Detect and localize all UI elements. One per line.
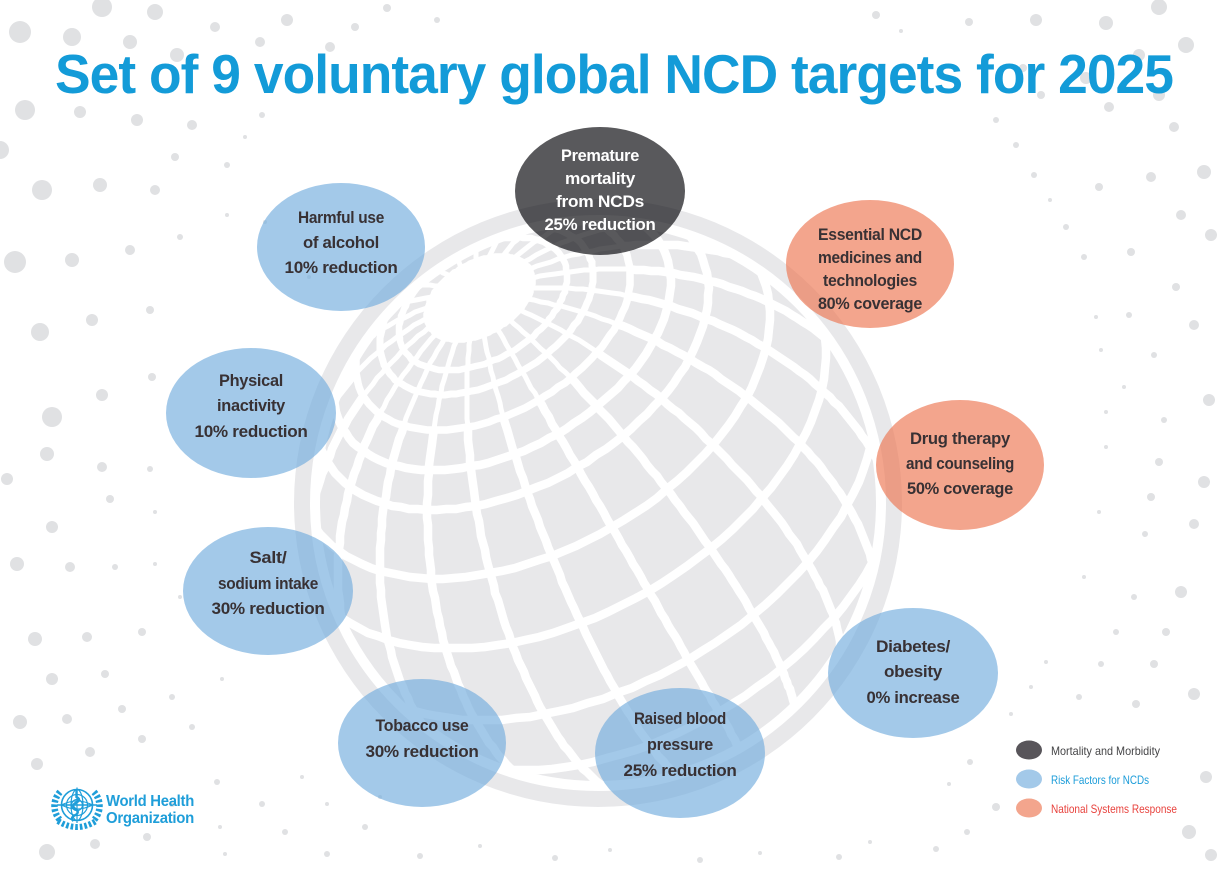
svg-text:Raised blood: Raised blood — [634, 709, 726, 728]
svg-text:sodium intake: sodium intake — [218, 574, 318, 593]
svg-text:Physical: Physical — [219, 371, 283, 390]
svg-text:0% increase: 0% increase — [867, 688, 960, 707]
svg-text:from NCDs: from NCDs — [556, 192, 644, 211]
svg-text:Mortality and Morbidity: Mortality and Morbidity — [1051, 744, 1160, 758]
svg-text:Drug therapy: Drug therapy — [910, 429, 1011, 448]
svg-text:National Systems Response: National Systems Response — [1051, 802, 1177, 816]
svg-text:technologies: technologies — [823, 271, 917, 290]
svg-text:30% reduction: 30% reduction — [366, 742, 479, 761]
svg-text:Set of 9 voluntary global NCD: Set of 9 voluntary global NCD targets fo… — [55, 43, 1173, 105]
svg-text:Essential NCD: Essential NCD — [818, 225, 922, 244]
svg-text:obesity: obesity — [884, 662, 943, 681]
svg-text:pressure: pressure — [647, 735, 713, 754]
svg-text:Premature: Premature — [561, 146, 639, 165]
svg-text:80% coverage: 80% coverage — [818, 294, 922, 313]
svg-text:Diabetes/: Diabetes/ — [876, 637, 951, 656]
svg-text:of alcohol: of alcohol — [303, 233, 379, 252]
svg-text:and counseling: and counseling — [906, 454, 1014, 473]
svg-text:Tobacco use: Tobacco use — [376, 716, 469, 735]
svg-text:Harmful use: Harmful use — [298, 208, 384, 227]
svg-text:25% reduction: 25% reduction — [624, 761, 737, 780]
svg-text:World Health: World Health — [106, 793, 194, 810]
svg-text:inactivity: inactivity — [217, 396, 286, 415]
svg-text:medicines and: medicines and — [818, 248, 922, 267]
svg-text:Salt/: Salt/ — [250, 548, 288, 567]
svg-text:10% reduction: 10% reduction — [195, 422, 308, 441]
svg-text:25% reduction: 25% reduction — [545, 215, 656, 234]
svg-text:Organization: Organization — [106, 810, 194, 827]
svg-text:Risk Factors for NCDs: Risk Factors for NCDs — [1051, 773, 1149, 787]
svg-text:50% coverage: 50% coverage — [907, 479, 1013, 498]
svg-text:mortality: mortality — [565, 169, 636, 188]
svg-text:10% reduction: 10% reduction — [285, 258, 398, 277]
svg-text:30% reduction: 30% reduction — [212, 599, 325, 618]
